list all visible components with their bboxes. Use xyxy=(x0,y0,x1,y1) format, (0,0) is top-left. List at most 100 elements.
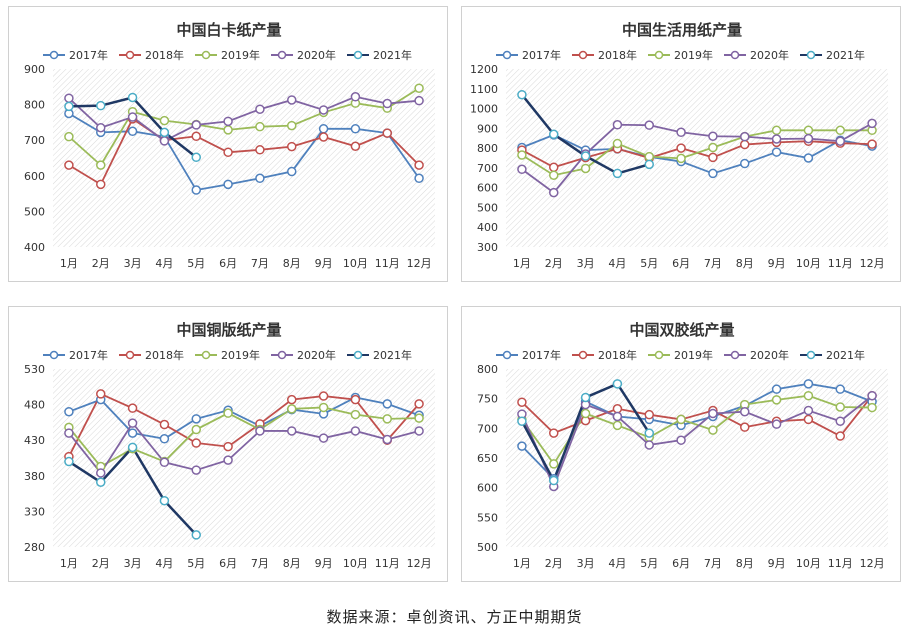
data-point xyxy=(517,89,527,100)
series-line xyxy=(68,95,420,142)
x-tick-label: 4月 xyxy=(608,557,626,570)
data-point xyxy=(191,131,201,142)
y-tick-label: 600 xyxy=(477,482,498,495)
data-point xyxy=(350,141,361,152)
y-tick-label: 1200 xyxy=(470,63,498,76)
data-point xyxy=(159,127,170,138)
legend-item: 2020年 xyxy=(724,48,789,62)
x-tick-label: 9月 xyxy=(768,257,786,270)
data-point xyxy=(867,118,877,129)
legend-item: 2019年 xyxy=(648,48,713,62)
data-point xyxy=(159,495,170,506)
legend-label: 2019年 xyxy=(674,48,713,62)
plot-area xyxy=(506,369,888,547)
series-line xyxy=(68,87,420,167)
chart-title: 中国生活用纸产量 xyxy=(622,21,742,39)
data-point xyxy=(612,404,623,414)
legend-item: 2018年 xyxy=(572,48,637,62)
chart-title: 中国铜版纸产量 xyxy=(176,321,281,339)
y-tick-label: 500 xyxy=(24,205,45,218)
data-point xyxy=(549,170,559,180)
legend-item: 2017年 xyxy=(43,48,108,62)
data-point xyxy=(708,142,718,153)
legend-label: 2018年 xyxy=(145,48,184,62)
data-point xyxy=(382,98,392,109)
y-tick-label: 700 xyxy=(477,162,498,175)
legend-label: 2018年 xyxy=(598,348,637,362)
data-point xyxy=(255,104,265,114)
y-tick-label: 380 xyxy=(24,470,45,483)
legend-label: 2020年 xyxy=(750,348,789,362)
x-tick-label: 2月 xyxy=(92,257,110,270)
data-point xyxy=(191,424,201,435)
data-point xyxy=(255,173,265,184)
y-tick-label: 900 xyxy=(24,63,45,76)
x-tick-label: 1月 xyxy=(513,557,531,570)
data-point xyxy=(803,414,814,425)
legend-label: 2021年 xyxy=(826,48,865,62)
y-tick-label: 700 xyxy=(24,134,45,147)
data-point xyxy=(287,404,297,414)
chart-panel-offset-paper: 中国双胶纸产量 2017年 2018年 2019年 2020年 2021年 500 550 60… xyxy=(461,306,901,582)
data-source-note: 数据来源：卓创资讯、方正中期期货 xyxy=(326,608,583,626)
data-point xyxy=(64,93,74,103)
data-point xyxy=(414,173,424,184)
x-tick-label: 5月 xyxy=(640,257,658,270)
data-point xyxy=(223,116,233,127)
data-point xyxy=(127,403,138,413)
data-point xyxy=(287,141,297,152)
chart-title: 中国双胶纸产量 xyxy=(629,321,734,339)
x-tick-label: 12月 xyxy=(860,257,885,270)
data-point xyxy=(159,434,170,444)
chart-white-cardboard: 中国白卡纸产量 2017年 2018年 2019年 2020年 2021年 400 500 60… xyxy=(24,21,435,270)
x-tick-label: 11月 xyxy=(828,557,853,570)
data-point xyxy=(740,131,750,142)
series-line xyxy=(68,392,420,457)
data-point xyxy=(255,426,265,436)
data-point xyxy=(517,164,527,175)
data-point xyxy=(64,428,74,438)
legend-item: 2019年 xyxy=(195,348,260,362)
x-tick-label: 10月 xyxy=(343,257,368,270)
data-point xyxy=(223,455,233,465)
data-point xyxy=(708,168,718,179)
data-point xyxy=(191,120,201,130)
data-point xyxy=(580,392,591,403)
data-point xyxy=(64,456,74,467)
data-point xyxy=(382,434,392,445)
data-point xyxy=(644,409,654,420)
data-point xyxy=(867,139,877,149)
legend-label: 2018年 xyxy=(598,48,637,62)
data-point xyxy=(318,391,329,401)
y-tick-label: 1000 xyxy=(470,103,498,116)
data-point xyxy=(350,394,361,405)
x-tick-label: 11月 xyxy=(828,257,853,270)
data-point xyxy=(96,179,106,190)
x-tick-label: 8月 xyxy=(736,257,754,270)
x-tick-label: 3月 xyxy=(124,557,142,570)
data-point xyxy=(223,125,233,135)
legend-label: 2021年 xyxy=(373,348,412,362)
data-point xyxy=(612,138,623,149)
data-point xyxy=(740,422,750,432)
data-point xyxy=(644,440,654,450)
series-line xyxy=(521,129,873,177)
data-point xyxy=(580,408,591,419)
legend-item: 2021年 xyxy=(347,348,412,362)
data-point xyxy=(96,468,106,478)
y-tick-label: 530 xyxy=(24,363,45,376)
data-point xyxy=(867,402,877,413)
chart-tissue-paper: 中国生活用纸产量 2017年 2018年 2019年 2020年 2021年 300 400 5… xyxy=(470,21,888,270)
legend-label: 2020年 xyxy=(297,348,336,362)
x-tick-label: 6月 xyxy=(672,257,690,270)
data-point xyxy=(644,120,654,130)
y-tick-label: 550 xyxy=(477,511,498,524)
data-point xyxy=(318,433,329,443)
legend-item: 2017年 xyxy=(496,48,561,62)
legend-label: 2017年 xyxy=(522,48,561,62)
y-tick-label: 600 xyxy=(24,170,45,183)
data-point xyxy=(835,136,845,146)
y-tick-label: 500 xyxy=(477,201,498,214)
chart-title: 中国白卡纸产量 xyxy=(176,21,281,39)
legend-item: 2018年 xyxy=(572,348,637,362)
